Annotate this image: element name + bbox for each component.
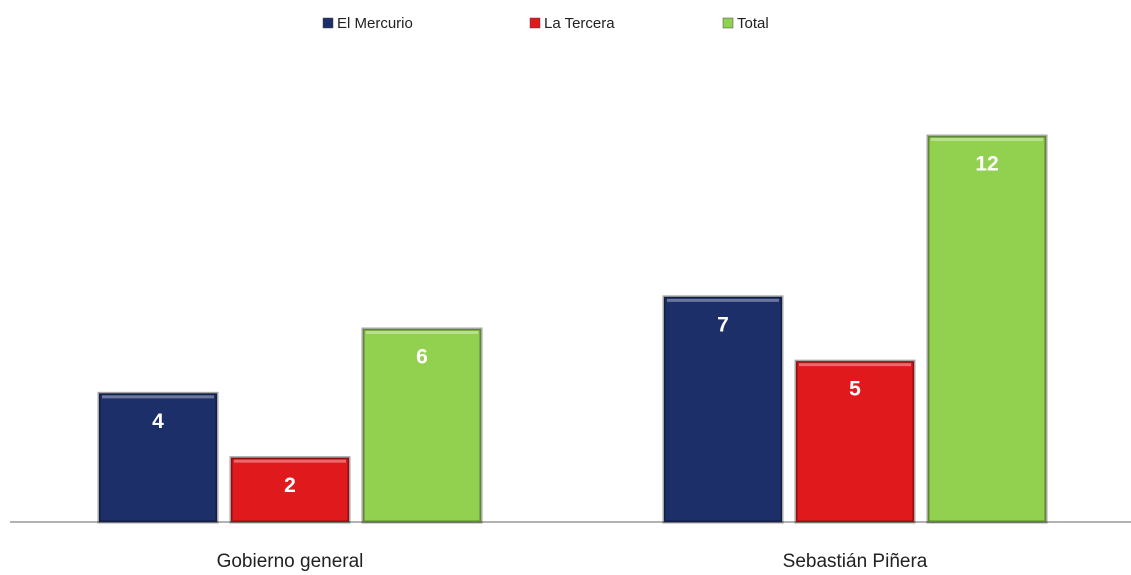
- data-label: 4: [152, 410, 164, 433]
- data-label: 12: [975, 153, 998, 176]
- bar-highlight: [234, 459, 346, 463]
- bar: [662, 295, 784, 524]
- legend-swatch: [529, 17, 541, 29]
- legend-swatch: [322, 17, 334, 29]
- bar-highlight: [931, 138, 1043, 141]
- bar: [97, 391, 219, 524]
- data-label: 5: [849, 378, 861, 401]
- bar: [361, 327, 483, 524]
- legend-label: Total: [737, 15, 769, 32]
- legend-swatch: [722, 17, 734, 29]
- legend-label: La Tercera: [544, 15, 615, 32]
- x-tick-label: Gobierno general: [217, 551, 364, 572]
- bar-highlight: [366, 331, 478, 334]
- data-label: 6: [416, 346, 428, 369]
- bar: [926, 134, 1048, 524]
- data-label: 2: [284, 474, 296, 497]
- bar: [229, 456, 351, 524]
- bar-highlight: [667, 298, 779, 302]
- x-tick-label: Sebastián Piñera: [783, 551, 928, 572]
- bar-highlight: [102, 395, 214, 399]
- legend-label: El Mercurio: [337, 15, 413, 32]
- bar: [794, 359, 916, 524]
- bar-highlight: [799, 363, 911, 367]
- data-label: 7: [717, 313, 729, 336]
